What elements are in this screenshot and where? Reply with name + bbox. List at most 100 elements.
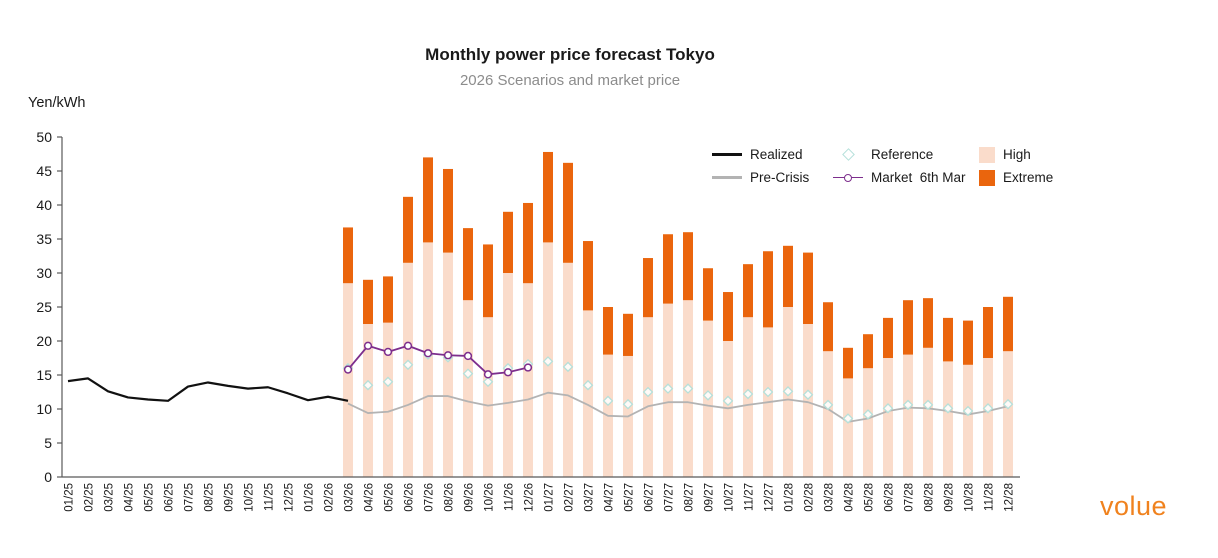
market-marker [483, 370, 493, 379]
reference-marker [782, 386, 794, 397]
market-marker [463, 351, 473, 361]
bar-extreme [603, 307, 613, 355]
reference-marker [362, 379, 374, 391]
reference-marker [682, 383, 694, 394]
x-tick-label: 09/28 [944, 483, 956, 512]
bar-extreme [623, 313, 633, 356]
x-tick-label: 07/26 [424, 483, 436, 512]
x-tick-label: 06/27 [644, 483, 656, 512]
x-tick-label: 07/25 [184, 483, 196, 512]
bar-extreme [663, 234, 673, 304]
chart-svg: 0 5 10 15 20 25 30 35 40 45 50 01/25 02/25 03/25 04/25… [36, 129, 1020, 512]
x-tick-label: 12/28 [1004, 483, 1016, 512]
x-tick-label: 09/25 [224, 483, 236, 512]
market-marker [503, 368, 513, 377]
reference-marker [462, 368, 474, 379]
reference-marker [602, 395, 614, 407]
x-tick-label: 08/27 [684, 483, 696, 512]
bar-extreme [903, 300, 913, 355]
x-tick-label: 07/28 [904, 483, 916, 512]
x-tick-label: 12/26 [524, 483, 536, 512]
bar-high [923, 347, 933, 477]
x-tick-label: 12/25 [284, 483, 296, 512]
x-tick-label: 04/26 [364, 483, 376, 512]
bar-extreme [463, 228, 473, 301]
bar-high [583, 310, 593, 477]
y-tick-label: 15 [36, 367, 52, 383]
bar-high [443, 252, 453, 477]
y-tick-label: 25 [36, 299, 52, 315]
legend-item-realized: Realized [712, 147, 833, 162]
x-tick-label: 02/27 [564, 483, 576, 512]
x-tick-label: 03/27 [584, 483, 596, 512]
bar-extreme [1003, 296, 1013, 352]
y-tick-label: 45 [36, 163, 52, 179]
y-tick-label: 40 [36, 197, 52, 213]
y-tick-label: 20 [36, 333, 52, 349]
y-tick-label: 10 [36, 401, 52, 417]
x-tick-label: 10/25 [244, 483, 256, 512]
reference-marker [742, 388, 754, 400]
bar-high [883, 358, 893, 477]
x-tick-label: 01/27 [544, 483, 556, 512]
x-tick-label: 02/25 [84, 483, 96, 512]
y-tick-label: 50 [36, 129, 52, 145]
x-tick-label: 06/25 [164, 483, 176, 512]
x-tick-label: 04/25 [124, 483, 136, 512]
market-marker [363, 341, 373, 350]
market-line [347, 344, 529, 376]
bar-extreme [643, 258, 653, 318]
legend-item-precrisis: Pre-Crisis [712, 170, 833, 185]
bar-high [903, 354, 913, 477]
bar-high [823, 351, 833, 477]
bar-high [863, 368, 873, 477]
bar-high [483, 317, 493, 477]
y-tick-label: 0 [44, 469, 52, 485]
x-tick-label: 08/25 [204, 483, 216, 512]
legend-label-market: Market 6th Mar [871, 170, 966, 185]
bar-extreme [503, 211, 513, 273]
x-tick-label: 11/28 [984, 483, 996, 511]
bar-extreme [923, 298, 933, 348]
x-tick-label: 05/25 [144, 483, 156, 512]
legend-item-extreme: Extreme [979, 169, 1053, 186]
bar-extreme [863, 334, 873, 369]
bar-high [943, 361, 953, 477]
reference-marker [382, 376, 394, 388]
legend-item-reference: Reference [833, 147, 979, 162]
reference-marker [982, 403, 994, 414]
reference-marker [582, 379, 594, 391]
bar-extreme [943, 317, 953, 362]
x-tick-label: 11/26 [504, 483, 516, 511]
bar-high [523, 283, 533, 477]
x-tick-label: 01/28 [784, 483, 796, 512]
legend-label-precrisis: Pre-Crisis [750, 170, 810, 185]
bar-extreme [523, 202, 533, 284]
volue-logo: volue [1100, 491, 1168, 521]
bar-extreme [743, 264, 753, 318]
reference-marker [542, 356, 554, 367]
legend-label-high: High [1003, 147, 1031, 162]
bar-high [363, 324, 373, 477]
x-tick-label: 01/26 [304, 483, 316, 512]
x-tick-label: 07/27 [664, 483, 676, 512]
x-tick-label: 01/25 [64, 483, 76, 512]
x-tick-label: 03/28 [824, 483, 836, 512]
bar-extreme [363, 279, 373, 324]
bar-extreme [703, 268, 713, 321]
market-marker [383, 347, 393, 357]
bar-extreme [563, 162, 573, 263]
reference-marker [882, 403, 894, 414]
x-tick-label: 05/27 [624, 483, 636, 512]
x-tick-label: 11/27 [744, 483, 756, 511]
legend: Realized Reference High Pre-Crisis Marke… [712, 143, 1053, 189]
x-tick-label: 10/27 [724, 483, 736, 512]
legend-item-market: Market 6th Mar [833, 170, 979, 185]
reference-marker [762, 386, 774, 398]
reference-marker [1002, 398, 1014, 410]
x-tick-label: 02/26 [324, 483, 336, 512]
bar-high [383, 322, 393, 477]
bar-extreme [443, 168, 453, 253]
y-tick-label: 5 [44, 435, 52, 451]
